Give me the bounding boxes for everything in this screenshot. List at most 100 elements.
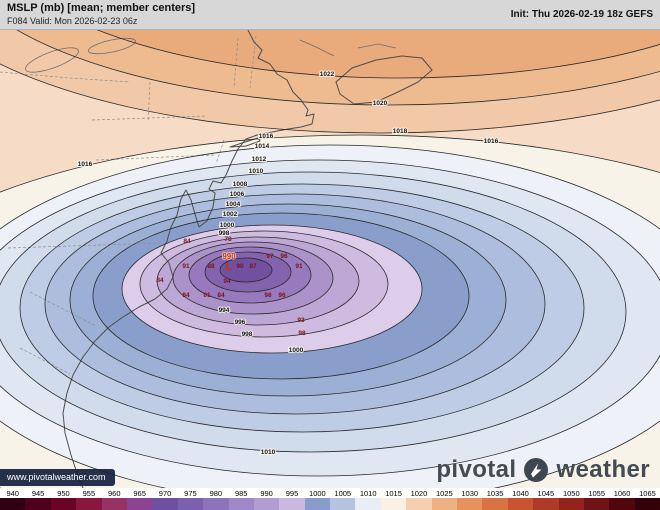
colorbar-tick-label: 1010: [359, 489, 377, 498]
member-center-label: 94: [223, 278, 231, 285]
contour-label: 1014: [255, 143, 270, 150]
colorbar-cell: [634, 498, 660, 510]
low-center-symbol: L: [226, 261, 233, 273]
contour-label: 1022: [320, 71, 335, 78]
colorbar-tick-label: 1035: [486, 489, 504, 498]
colorbar-tick-label: 955: [82, 489, 96, 498]
contour-label: 998: [219, 230, 230, 237]
colorbar-cell: [25, 498, 51, 510]
new-brunswick-coast: [299, 39, 335, 57]
colorbar-cell: [76, 498, 102, 510]
lake-erie-outline: [25, 47, 79, 73]
member-center-label: 97: [266, 253, 274, 260]
colorbar-cell: [482, 498, 508, 510]
colorbar-cell: [457, 498, 483, 510]
contour-label: 1010: [249, 168, 264, 175]
colorbar-tick-label: 950: [57, 489, 70, 498]
colorbar-tick-label: 985: [234, 489, 248, 498]
colorbar-tick-label: 1025: [435, 489, 453, 498]
colorbar-tick-label: 940: [6, 489, 19, 498]
pei-coast: [357, 43, 397, 49]
watermark: www.pivotalweather.com: [0, 469, 115, 486]
member-center-label: 84: [156, 277, 164, 284]
contour-label: 1012: [252, 156, 267, 163]
colorbar-cell: [355, 498, 381, 510]
contour-label: 998: [242, 331, 253, 338]
contour-label: 1016: [78, 161, 93, 168]
colorbar-cell: [609, 498, 635, 510]
colorbar-cell: [0, 498, 26, 510]
colorbar-tick-label: 965: [133, 489, 146, 498]
member-center-label: 98: [264, 292, 272, 299]
colorbar-tick-label: 995: [285, 489, 299, 498]
contour-label: 1006: [230, 191, 245, 198]
low-center-value: 990: [222, 252, 236, 261]
colorbar-cell: [558, 498, 584, 510]
pivotal-weather-logo: pivotal weather: [436, 457, 650, 483]
valid-time-label: F084 Valid: Mon 2026-02-23 06z: [7, 15, 138, 26]
member-center-label: 84: [182, 292, 190, 299]
contour-label: 996: [235, 319, 246, 326]
contour-label: 1010: [261, 449, 276, 456]
member-center-label: 90: [236, 263, 244, 270]
logo-word-pivotal: pivotal: [436, 456, 517, 483]
colorbar-cell: [583, 498, 610, 510]
pivotal-weather-logo-icon: [523, 457, 549, 483]
colorbar-tick-label: 1005: [334, 489, 352, 498]
colorbar-cell: [533, 498, 559, 510]
colorbar-tick-label: 1050: [562, 489, 580, 498]
member-center-label: 84: [183, 238, 191, 245]
colorbar-cell: [279, 498, 305, 510]
member-center-label: 96: [280, 253, 288, 260]
colorbar-cell: [406, 498, 432, 510]
contour-label: 1018: [393, 128, 408, 135]
long-island-coast: [229, 137, 261, 148]
colorbar-cell: [330, 498, 356, 510]
member-center-label: 91: [295, 263, 303, 270]
logo-word-weather: weather: [556, 456, 650, 483]
map-area: 1022 1020 1018 1016 1016 1016 1014 1012 1010 1008…: [0, 30, 660, 488]
contour-label: 1020: [373, 100, 388, 107]
colorbar-tick-label: 1055: [588, 489, 606, 498]
band-fills: [0, 30, 660, 488]
contour-label: 1008: [233, 181, 248, 188]
colorbar-cell: [380, 498, 407, 510]
coastline: [62, 30, 315, 488]
colorbar-labels: 940 945 950 955 960 965 970 975 980 985 990 995 1000…: [0, 488, 660, 498]
lake-ontario-outline: [88, 37, 136, 55]
member-centers: 84 78 97 96 91 88 90 87 91 84 94 84 01 84 98 96 93 98: [156, 236, 306, 337]
colorbar-cell: [152, 498, 178, 510]
colorbar-cell: [304, 498, 331, 510]
colorbar-tick-label: 975: [184, 489, 197, 498]
colorbar-cell: [101, 498, 127, 510]
colorbar-cell: [253, 498, 280, 510]
colorbar-tick-label: 960: [108, 489, 121, 498]
member-center-label: 84: [217, 292, 225, 299]
colorbar-cell: [50, 498, 77, 510]
colorbar-cell: [203, 498, 229, 510]
colorbar-tick-label: 970: [158, 489, 172, 498]
colorbar-tick-label: 990: [260, 489, 273, 498]
nova-scotia-coast: [335, 55, 433, 105]
colorbar-tick-label: 1030: [461, 489, 479, 498]
band-lines: [0, 30, 660, 488]
colorbar-cell: [126, 498, 153, 510]
colorbar-cell: [431, 498, 458, 510]
contour-labels: 1022102010181016101610161014101210101008…: [77, 70, 500, 457]
colorbar-tick-label: 1060: [613, 489, 631, 498]
colorbar-tick-label: 980: [209, 489, 223, 498]
map-header: MSLP (mb) [mean; member centers] F084 Va…: [0, 0, 660, 30]
contour-label: 1004: [226, 201, 241, 208]
member-center-label: 93: [297, 317, 305, 324]
contour-label: 1016: [259, 133, 274, 140]
contour-label: 1000: [289, 347, 304, 354]
member-center-label: 78: [224, 236, 232, 243]
colorbar: 940 945 950 955 960 965 970 975 980 985 990 995 1000…: [0, 488, 660, 510]
colorbar-tick-label: 1000: [309, 489, 326, 498]
colorbar-cell: [507, 498, 534, 510]
colorbar-tick-label: 1020: [410, 489, 428, 498]
contour-label: 994: [219, 307, 230, 314]
contour-label: 1000: [220, 222, 235, 229]
